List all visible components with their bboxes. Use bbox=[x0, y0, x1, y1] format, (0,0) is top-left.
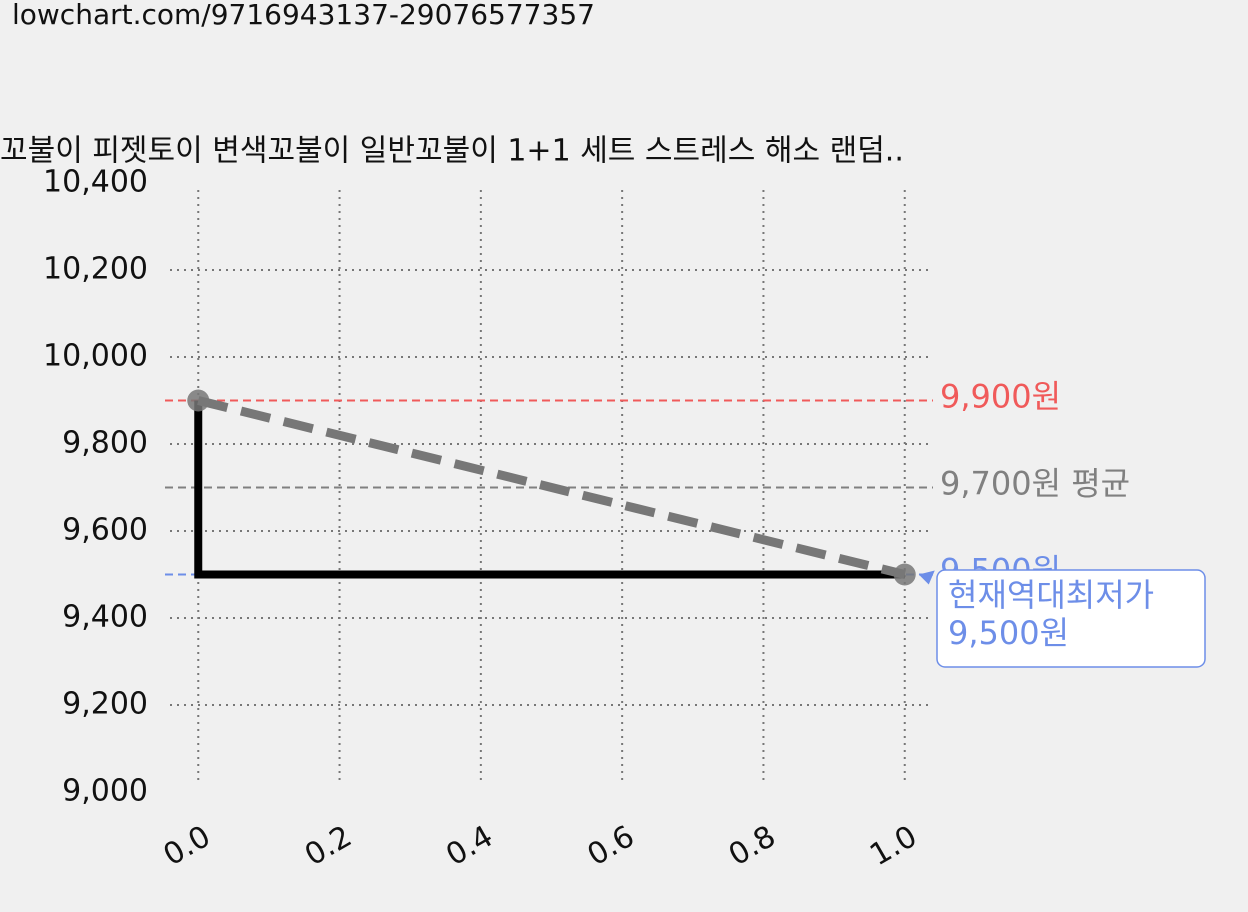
reference-label: 9,700원 평균 bbox=[940, 465, 1130, 503]
chart-title: 꼬불이 피젯토이 변색꼬불이 일반꼬불이 1+1 세트 스트레스 해소 랜덤.. bbox=[0, 134, 904, 169]
y-tick-label: 9,600 bbox=[62, 513, 148, 548]
y-tick-label: 9,400 bbox=[62, 600, 148, 635]
series-marker bbox=[187, 389, 210, 412]
y-tick-label: 10,400 bbox=[43, 165, 148, 200]
y-tick-label: 10,200 bbox=[43, 252, 148, 287]
annotation-arrow bbox=[918, 570, 935, 585]
y-tick-label: 9,200 bbox=[62, 687, 148, 722]
series-line bbox=[197, 396, 906, 579]
series-line bbox=[194, 400, 905, 579]
url: lowchart.com/9716943137-29076577357 bbox=[12, 0, 595, 31]
y-tick-label: 9,000 bbox=[62, 774, 148, 809]
annotation-text: 9,500원 bbox=[948, 614, 1069, 652]
y-tick-label: 9,800 bbox=[62, 426, 148, 461]
annotation-text: 현재역대최저가 bbox=[948, 576, 1154, 614]
y-tick-label: 10,000 bbox=[43, 339, 148, 374]
series-marker bbox=[893, 563, 916, 586]
annotation-box bbox=[936, 569, 1206, 668]
reference-label: 9,900원 bbox=[940, 378, 1061, 416]
